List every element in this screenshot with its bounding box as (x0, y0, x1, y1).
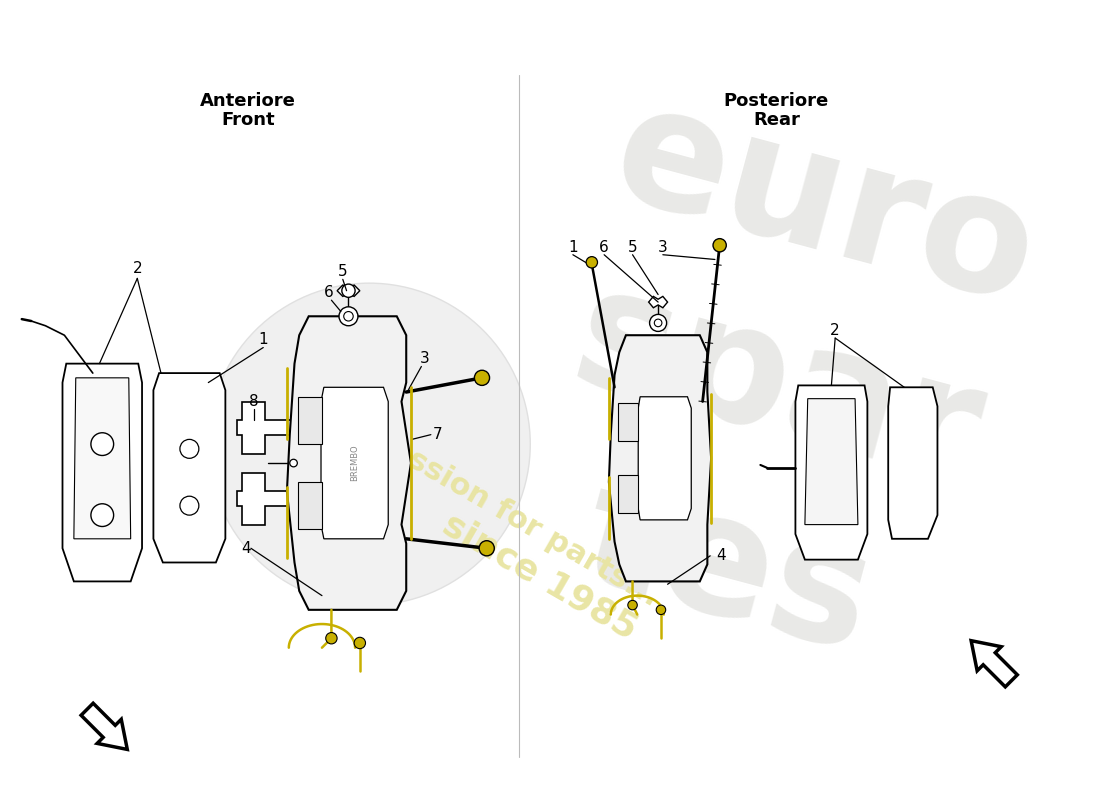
Polygon shape (805, 398, 858, 525)
Polygon shape (618, 475, 638, 514)
Circle shape (326, 633, 337, 644)
Text: 1: 1 (258, 333, 268, 347)
Text: Rear: Rear (754, 111, 800, 130)
Text: euro
spar
tes: euro spar tes (499, 71, 1053, 704)
Text: 7: 7 (432, 427, 442, 442)
Polygon shape (618, 403, 638, 442)
Text: Front: Front (221, 111, 275, 130)
Polygon shape (236, 402, 296, 454)
Polygon shape (971, 641, 1018, 687)
Polygon shape (63, 364, 142, 582)
Circle shape (91, 504, 113, 526)
Text: 8: 8 (249, 394, 258, 409)
Polygon shape (638, 397, 691, 520)
Circle shape (208, 283, 530, 605)
Circle shape (180, 496, 199, 515)
Circle shape (180, 439, 199, 458)
Circle shape (713, 238, 726, 252)
Text: 6: 6 (323, 285, 333, 300)
Polygon shape (649, 296, 668, 308)
Text: 1: 1 (568, 240, 578, 254)
Polygon shape (609, 335, 711, 582)
Circle shape (586, 257, 597, 268)
Polygon shape (298, 482, 322, 530)
Polygon shape (298, 397, 322, 444)
Polygon shape (888, 387, 937, 539)
Text: 2: 2 (830, 323, 840, 338)
Text: 3: 3 (658, 240, 668, 254)
Text: 5: 5 (628, 240, 637, 254)
Circle shape (342, 284, 355, 298)
Text: 2: 2 (132, 262, 142, 277)
Text: 5: 5 (338, 264, 348, 279)
Circle shape (339, 307, 358, 326)
Text: 4: 4 (717, 548, 726, 563)
Circle shape (628, 600, 637, 610)
Polygon shape (236, 473, 296, 525)
Text: Posteriore: Posteriore (724, 92, 829, 110)
Polygon shape (337, 285, 360, 296)
Text: Anteriore: Anteriore (200, 92, 296, 110)
Text: 4: 4 (241, 541, 251, 556)
Circle shape (480, 541, 494, 556)
Text: BREMBO: BREMBO (351, 445, 360, 482)
Text: 3: 3 (419, 351, 429, 366)
Circle shape (650, 314, 667, 331)
Text: since 1985: since 1985 (437, 507, 644, 646)
Circle shape (657, 605, 665, 614)
Circle shape (91, 433, 113, 455)
Polygon shape (81, 703, 128, 750)
Circle shape (474, 370, 490, 386)
Text: 6: 6 (600, 240, 609, 254)
Circle shape (343, 311, 353, 321)
Text: a passion for parts...: a passion for parts... (340, 408, 664, 613)
Polygon shape (795, 386, 868, 560)
Polygon shape (287, 316, 411, 610)
Polygon shape (321, 387, 388, 539)
Circle shape (289, 459, 297, 467)
Polygon shape (153, 373, 225, 562)
Circle shape (654, 319, 662, 326)
Circle shape (354, 638, 365, 649)
Polygon shape (74, 378, 131, 539)
